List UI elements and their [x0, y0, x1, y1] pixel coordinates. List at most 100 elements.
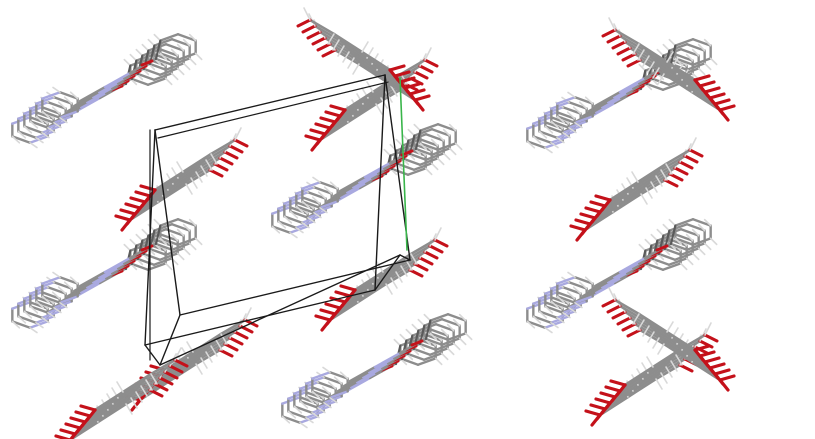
- c-o-bond: [600, 198, 612, 212]
- chain-bond: [204, 336, 232, 354]
- chain-bond: [670, 66, 702, 88]
- c-h-bond: [436, 133, 445, 142]
- c-o-bond: [388, 68, 400, 82]
- c-h-bond: [52, 86, 61, 94]
- ring-bond: [29, 101, 50, 110]
- ring-bond: [129, 262, 150, 271]
- ring-bond: [277, 220, 298, 229]
- c-h-bond: [188, 218, 197, 227]
- chain-bond: [156, 182, 188, 204]
- ring-bond: [573, 96, 594, 105]
- ring-bond: [440, 318, 461, 327]
- stack-layer: [296, 7, 406, 82]
- c-h-bond: [646, 356, 654, 368]
- c-h-bond: [405, 259, 413, 271]
- c-h-bond: [657, 343, 665, 355]
- c-h-bond: [656, 228, 665, 237]
- ring-bond: [429, 332, 450, 341]
- ring-bond: [691, 237, 712, 246]
- c-o-bond: [413, 262, 429, 272]
- c-h-bond: [147, 223, 156, 232]
- ring-bond: [41, 276, 62, 285]
- c-h-bond: [337, 45, 345, 57]
- c-h-bond: [697, 223, 706, 232]
- c-h-bond: [147, 38, 156, 47]
- c-o-bond: [601, 298, 617, 308]
- stack-layer: [54, 377, 164, 439]
- stacked-acid: [114, 127, 249, 232]
- c-h-bond: [448, 147, 457, 156]
- stacked-molecule: [526, 218, 718, 334]
- ring-bond: [141, 252, 162, 261]
- ring-bond: [159, 237, 180, 246]
- c-h-bond: [129, 238, 138, 247]
- ring-bond: [23, 310, 44, 319]
- c-h-bond: [327, 33, 335, 45]
- azo-bond: [594, 276, 623, 294]
- c-o-bond: [594, 194, 612, 202]
- c-h-bond: [53, 306, 62, 314]
- c-h-bond: [704, 322, 712, 336]
- c-h-bond: [289, 231, 298, 239]
- c-h-bond: [295, 205, 305, 214]
- ring-bond: [416, 357, 437, 366]
- c-h-bond: [662, 43, 671, 52]
- carbonyl-bond: [410, 339, 424, 347]
- ring-bond: [328, 371, 349, 380]
- c-h-bond: [29, 326, 38, 334]
- c-o-bond: [413, 70, 429, 80]
- c-h-bond: [23, 125, 33, 134]
- chain-bond: [621, 180, 653, 202]
- c-o-bond: [408, 268, 424, 278]
- ring-bond: [673, 53, 694, 62]
- c-h-bond: [145, 379, 153, 391]
- stacked-acid: [601, 287, 736, 392]
- c-o-bond: [335, 108, 347, 122]
- unit-cell-edge: [157, 81, 389, 139]
- c-o-bond: [615, 383, 627, 397]
- c-h-bond: [57, 101, 67, 110]
- ring-bond: [544, 286, 565, 295]
- c-h-bond: [410, 253, 418, 265]
- c-h-bond: [448, 123, 457, 132]
- c-h-bond: [642, 325, 650, 337]
- stacked-acid: [54, 347, 189, 439]
- azo-bond: [600, 271, 629, 289]
- chain-bond: [347, 50, 379, 72]
- azo-bond: [612, 261, 641, 279]
- c-h-bond: [322, 366, 331, 374]
- c-o-bond: [324, 110, 342, 118]
- chain-bond: [360, 50, 392, 72]
- ring-bond: [556, 115, 577, 124]
- c-h-bond: [572, 286, 582, 295]
- stack-layer: [79, 347, 189, 422]
- c-h-bond: [311, 390, 321, 399]
- c-o-bond: [693, 78, 705, 92]
- c-h-bond: [608, 17, 616, 31]
- c-h-bond: [182, 38, 191, 47]
- c-h-bond: [697, 67, 706, 76]
- c-h-bond: [417, 318, 426, 327]
- c-h-bond: [464, 332, 473, 341]
- chain-bond: [649, 166, 677, 184]
- ring-bond: [401, 157, 422, 166]
- c-h-bond: [566, 291, 576, 300]
- ring-bond: [428, 328, 449, 337]
- azo-bond: [85, 86, 114, 104]
- chain-bond: [633, 322, 661, 340]
- chain-bond: [209, 138, 237, 156]
- c-h-bond: [691, 252, 700, 261]
- c-h-bond: [442, 128, 451, 137]
- c-h-bond: [215, 339, 223, 351]
- c-h-bond: [332, 39, 340, 51]
- ring-bond: [305, 376, 326, 385]
- c-h-bond: [574, 301, 583, 309]
- chain-bond: [106, 390, 138, 412]
- ring-bond: [440, 337, 461, 346]
- c-h-bond: [691, 48, 700, 57]
- carbonyl-bond: [140, 59, 154, 67]
- c-h-bond: [400, 73, 408, 85]
- c-h-bond: [556, 316, 565, 324]
- c-h-bond: [440, 352, 449, 361]
- chain-bond: [148, 176, 180, 198]
